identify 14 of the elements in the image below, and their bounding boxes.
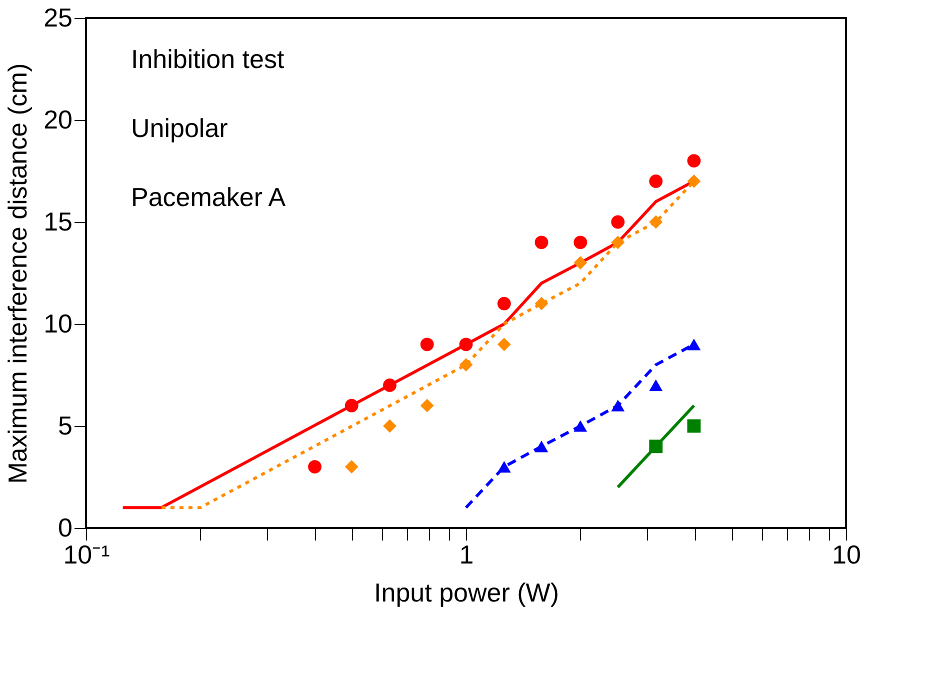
y-tick-label: 20 xyxy=(44,104,72,134)
y-tick-label: 0 xyxy=(58,512,72,542)
y-tick-label: 10 xyxy=(44,308,72,338)
y-axis-title: Maximum interference distance (cm) xyxy=(2,63,33,484)
x-axis-title: Input power (W) xyxy=(374,578,559,608)
x-tick-label: 1 xyxy=(459,540,474,570)
x-tick-label: 10 xyxy=(832,540,861,570)
y-tick-label: 5 xyxy=(58,410,72,440)
annotation: Pacemaker A xyxy=(131,182,286,212)
annotation: Unipolar xyxy=(131,113,228,143)
x-tick-label: 10⁻¹ xyxy=(63,540,110,570)
y-tick-label: 25 xyxy=(44,2,72,32)
y-tick-label: 15 xyxy=(44,206,72,236)
annotation: Inhibition test xyxy=(131,44,285,74)
